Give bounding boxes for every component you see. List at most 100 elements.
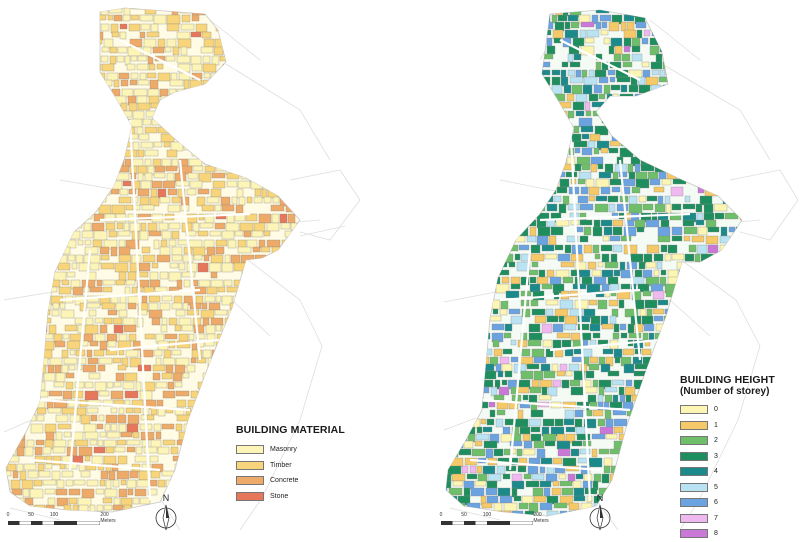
building-footprint (181, 271, 196, 278)
building-footprint (540, 457, 553, 465)
building-footprint (473, 178, 488, 186)
building-footprint (215, 324, 222, 332)
building-footprint (570, 21, 580, 29)
building-footprint (168, 239, 177, 247)
building-footprint (127, 488, 134, 496)
building-footprint (101, 133, 112, 142)
building-footprint (600, 315, 609, 326)
building-footprint (84, 390, 99, 401)
building-footprint (561, 61, 569, 68)
building-footprint (660, 269, 667, 276)
building-footprint (706, 10, 718, 16)
building-footprint (196, 8, 207, 9)
building-footprint (194, 423, 206, 433)
building-footprint (173, 295, 183, 305)
building-footprint (250, 514, 261, 521)
building-footprint (634, 510, 647, 516)
building-footprint (498, 61, 508, 72)
building-footprint (446, 10, 452, 17)
building-footprint (536, 219, 547, 229)
building-footprint (73, 188, 85, 198)
alleys (469, 39, 691, 501)
building-footprint (561, 339, 572, 348)
building-footprint (76, 88, 87, 97)
building-footprint (659, 457, 666, 466)
building-footprint (473, 76, 487, 85)
building-footprint (148, 230, 162, 237)
building-footprint (273, 381, 283, 391)
building-footprint (141, 204, 155, 211)
building-footprint (224, 0, 232, 7)
building-footprint (595, 195, 608, 202)
building-footprint (460, 93, 470, 102)
material-map (3, 0, 361, 531)
building-footprint (230, 414, 244, 424)
building-footprint (681, 125, 688, 132)
building-footprint (539, 502, 553, 511)
building-footprint (525, 171, 534, 178)
building-footprint (88, 372, 101, 380)
building-footprint (41, 302, 52, 311)
building-footprint (211, 349, 225, 360)
building-footprint (455, 140, 463, 149)
building-footprint (564, 0, 569, 8)
building-footprint (78, 14, 85, 22)
building-footprint (267, 188, 279, 199)
building-footprint (94, 333, 106, 343)
building-footprint (44, 63, 55, 73)
building-footprint (201, 302, 208, 310)
building-footprint (628, 502, 639, 512)
building-footprint (657, 10, 669, 15)
building-footprint (620, 283, 631, 290)
building-footprint (641, 487, 654, 494)
building-footprint (226, 286, 239, 293)
building-footprint (75, 196, 89, 207)
building-footprint (571, 0, 579, 7)
building-footprint (110, 407, 118, 414)
building-footprint (700, 363, 712, 371)
building-footprint (600, 363, 611, 373)
building-footprint (506, 101, 519, 110)
building-footprint (108, 470, 116, 481)
building-footprint (495, 418, 504, 428)
building-footprint (600, 29, 609, 36)
building-footprint (26, 262, 37, 269)
building-footprint (662, 332, 675, 342)
building-footprint (494, 261, 502, 271)
building-footprint (628, 84, 639, 93)
building-footprint (477, 195, 488, 204)
building-footprint (263, 158, 271, 167)
building-footprint (292, 372, 300, 383)
building-footprint (6, 118, 11, 128)
building-footprint (162, 118, 175, 126)
building-footprint (446, 253, 460, 262)
building-footprint (594, 203, 609, 213)
building-footprint (243, 414, 250, 423)
building-footprint (122, 381, 135, 390)
building-footprint (28, 72, 42, 83)
building-footprint (221, 295, 233, 306)
building-footprint (594, 253, 601, 260)
building-footprint (81, 230, 94, 239)
building-footprint (288, 72, 300, 81)
building-footprint (191, 14, 200, 22)
legend-label: 8 (714, 530, 718, 538)
building-footprint (67, 72, 74, 81)
building-footprint (670, 110, 678, 118)
building-footprint (23, 31, 30, 38)
building-footprint (240, 63, 253, 73)
building-footprint (631, 276, 645, 286)
building-footprint (575, 110, 585, 117)
building-footprint (474, 480, 487, 487)
building-footprint (197, 455, 209, 462)
building-footprint (207, 407, 222, 417)
building-footprint (542, 339, 553, 348)
building-footprint (221, 230, 235, 240)
building-footprint (272, 364, 287, 371)
building-footprint (77, 357, 87, 365)
building-footprint (623, 244, 638, 255)
building-footprint (543, 487, 551, 498)
building-footprint (222, 79, 236, 88)
building-footprint (24, 254, 35, 263)
building-footprint (446, 379, 454, 390)
